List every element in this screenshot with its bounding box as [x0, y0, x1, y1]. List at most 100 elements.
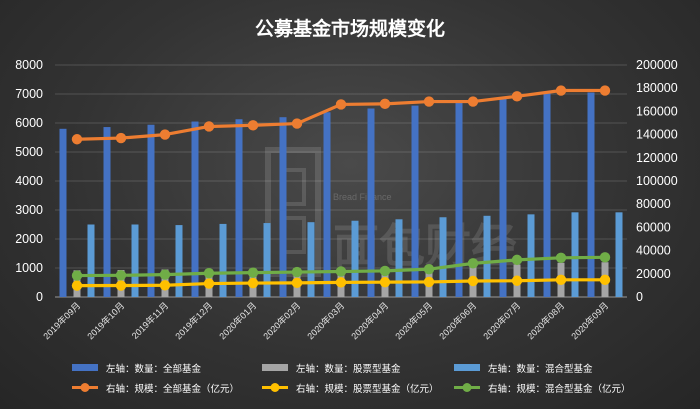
legend-label: 左轴：数量：混合型基金: [488, 363, 593, 375]
point-hybrid-funds-scale: [511, 254, 523, 266]
point-all-funds-scale: [291, 118, 303, 129]
right-axis-tick-label: 80000: [636, 197, 671, 211]
bar-hybrid-funds-count: [351, 220, 359, 297]
bar-all-funds-count: [147, 124, 155, 298]
bar-hybrid-funds-count: [131, 224, 139, 297]
point-stock-funds-scale: [291, 277, 303, 289]
point-hybrid-funds-scale: [71, 270, 83, 281]
point-all-funds-scale: [599, 85, 611, 96]
point-stock-funds-scale: [71, 280, 83, 291]
line-series-group: [71, 85, 611, 291]
bar-all-funds-count: [323, 112, 331, 298]
point-hybrid-funds-scale: [291, 266, 303, 278]
legend-label: 左轴：数量：全部基金: [106, 363, 202, 375]
right-axis-tick-label: 200000: [636, 58, 678, 72]
point-hybrid-funds-scale: [203, 268, 215, 279]
point-all-funds-scale: [159, 129, 171, 140]
legend-label: 左轴：数量：股票型基金: [296, 363, 401, 375]
x-axis-tick-label: 2019年10月: [85, 300, 127, 342]
point-stock-funds-scale: [599, 274, 611, 286]
bar-all-funds-count: [103, 127, 111, 297]
legend-swatch-marker: [270, 383, 280, 392]
bar-hybrid-funds-count: [395, 219, 403, 297]
left-axis-tick-label: 1000: [15, 261, 43, 275]
left-axis-tick-label: 7000: [15, 87, 43, 101]
point-hybrid-funds-scale: [115, 270, 127, 281]
legend-swatch-marker: [80, 383, 90, 392]
bar-hybrid-funds-count: [263, 223, 271, 297]
bar-hybrid-funds-count: [483, 215, 491, 297]
left-axis-tick-label: 5000: [15, 145, 43, 159]
right-axis-tick-label: 120000: [636, 151, 678, 165]
x-axis-tick-label: 2020年02月: [261, 300, 303, 342]
right-axis-tick-label: 180000: [636, 81, 678, 95]
point-hybrid-funds-scale: [555, 252, 567, 263]
bar-hybrid-funds-count: [439, 217, 447, 297]
point-hybrid-funds-scale: [379, 265, 391, 277]
bar-hybrid-funds-count: [571, 212, 579, 297]
x-axis-tick-label: 2019年09月: [41, 300, 83, 342]
point-stock-funds-scale: [467, 275, 479, 287]
right-axis-tick-label: 20000: [636, 267, 671, 281]
left-axis: 0 1000 2000 3000 4000 5000 6000 7000 8000: [15, 58, 43, 304]
left-axis-tick-label: 4000: [15, 174, 43, 188]
right-axis-tick-label: 100000: [636, 174, 678, 188]
point-hybrid-funds-scale: [467, 258, 479, 269]
bar-hybrid-funds-count: [307, 222, 315, 297]
watermark-text-en: Bread Finance: [333, 192, 392, 202]
point-stock-funds-scale: [423, 276, 435, 288]
bar-hybrid-funds-count: [87, 224, 95, 297]
right-axis: 0 20000 40000 60000 80000 100000 120000 140000 1…: [636, 58, 678, 304]
watermark-logo: Bread Finance 面包财经: [265, 147, 517, 277]
point-hybrid-funds-scale: [335, 266, 347, 277]
bar-all-funds-count: [191, 121, 199, 297]
point-stock-funds-scale: [247, 277, 259, 289]
left-axis-tick-label: 8000: [15, 58, 43, 72]
x-axis-tick-label: 2020年05月: [393, 300, 435, 342]
point-hybrid-funds-scale: [599, 252, 611, 263]
bar-all-funds-count: [367, 108, 375, 297]
legend-swatch-marker: [462, 383, 472, 392]
left-axis-tick-label: 6000: [15, 116, 43, 130]
point-all-funds-scale: [511, 91, 523, 102]
legend-label: 右轴：规模：全部基金（亿元）: [106, 383, 239, 395]
point-stock-funds-scale: [511, 275, 523, 286]
x-axis-tick-label: 2020年09月: [569, 300, 611, 342]
point-all-funds-scale: [335, 99, 347, 110]
point-hybrid-funds-scale: [247, 267, 259, 278]
bar-all-funds-count: [59, 128, 67, 297]
point-all-funds-scale: [203, 121, 215, 132]
left-axis-tick-label: 3000: [15, 203, 43, 217]
point-all-funds-scale: [467, 96, 479, 107]
point-stock-funds-scale: [379, 276, 391, 288]
point-all-funds-scale: [71, 134, 83, 145]
right-axis-tick-label: 160000: [636, 104, 678, 118]
legend: 左轴：数量：全部基金 左轴：数量：股票型基金 左轴：数量：混合型基金右轴：规模：全部…: [72, 363, 631, 395]
right-axis-tick-label: 60000: [636, 220, 671, 234]
legend-swatch: [72, 364, 98, 371]
point-all-funds-scale: [555, 85, 567, 96]
bar-all-funds-count: [235, 119, 243, 297]
bar-all-funds-count: [455, 102, 463, 298]
legend-swatch: [262, 364, 288, 371]
legend-label: 右轴：规模：混合型基金（亿元）: [488, 383, 631, 395]
legend-label: 右轴：规模：股票型基金（亿元）: [296, 383, 439, 395]
x-axis-tick-label: 2020年03月: [305, 300, 347, 342]
bar-all-funds-count: [587, 92, 595, 297]
x-axis-tick-label: 2019年12月: [173, 300, 215, 342]
x-axis-tick-label: 2020年04月: [349, 300, 391, 342]
bar-all-funds-count: [543, 93, 551, 297]
legend-swatch: [454, 364, 480, 371]
point-all-funds-scale: [247, 120, 259, 131]
right-axis-tick-label: 0: [636, 290, 643, 304]
right-axis-tick-label: 40000: [636, 244, 671, 258]
point-all-funds-scale: [379, 98, 391, 110]
x-axis-tick-label: 2020年07月: [481, 300, 523, 342]
right-axis-tick-label: 140000: [636, 128, 678, 142]
point-all-funds-scale: [115, 132, 127, 144]
left-axis-tick-label: 2000: [15, 232, 43, 246]
x-axis: 2019年09月 2019年10月 2019年11月 2019年12月 2020年01月…: [41, 300, 611, 342]
point-hybrid-funds-scale: [423, 263, 435, 275]
bar-hybrid-funds-count: [175, 225, 183, 297]
